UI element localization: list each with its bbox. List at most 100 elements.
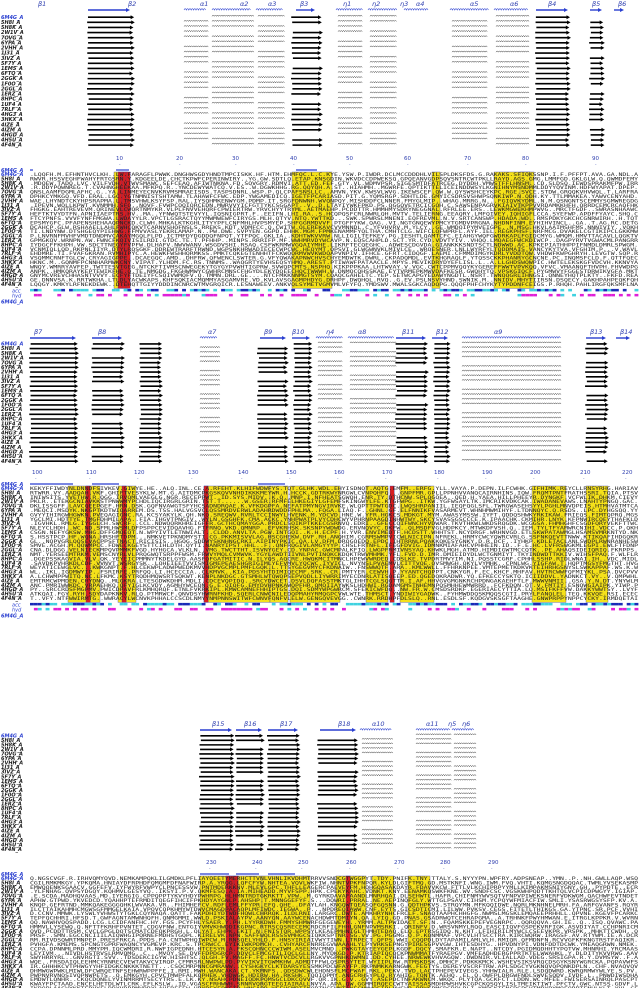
conserved-column xyxy=(121,485,127,603)
helix-coil xyxy=(369,132,397,135)
helix-coil xyxy=(415,756,452,759)
acc-cell xyxy=(310,602,315,606)
strand-arrow-head xyxy=(604,370,608,375)
helix-coil xyxy=(257,40,285,43)
structure-row-label: 2GGK_A xyxy=(1,398,23,404)
acc-cell xyxy=(470,288,475,292)
acc-cell xyxy=(310,288,315,292)
hyd-cell xyxy=(314,293,319,297)
tick-mark: . xyxy=(397,865,399,871)
helix-coil xyxy=(317,365,343,368)
strand-arrow-head xyxy=(446,402,450,407)
alignment-row-label: 7OVG_A xyxy=(1,894,23,900)
acc-cell xyxy=(37,602,42,606)
acc-cell xyxy=(271,602,276,606)
helix-coil xyxy=(211,14,255,17)
acc-cell xyxy=(162,602,167,606)
structure-row-label: 2VHH_A xyxy=(1,761,23,767)
acc-cell xyxy=(466,288,471,292)
strand-arrow-head xyxy=(446,421,451,426)
sequence-text: WNQY.WMRRYAVFEP.TWTTESVTGEG.NTCKFTIVMSCN… xyxy=(30,264,638,270)
helix-coil xyxy=(361,738,394,741)
acc-cell xyxy=(53,288,58,292)
position-tick: 60 xyxy=(404,156,411,162)
ss-strand-head xyxy=(311,8,315,12)
helix-coil xyxy=(361,833,394,836)
tick-mark: . xyxy=(583,475,585,481)
helix-coil xyxy=(453,819,477,822)
hyd-cell xyxy=(228,607,233,611)
helix-coil xyxy=(317,341,343,344)
alignment-row-label: 4HG3_A xyxy=(1,960,23,966)
strand-arrow-head xyxy=(230,770,234,775)
helix-coil xyxy=(461,346,562,349)
strand-arrow-head xyxy=(603,379,608,384)
sequence-text: DHMWGWPWKLMIWLDFCWRQETNFSEHWRWPPFFE.I.RM… xyxy=(30,968,638,974)
structure-row-label: 6M4G_A xyxy=(1,342,24,348)
strand-arrow-head xyxy=(230,810,234,815)
acc-cell xyxy=(494,602,498,606)
position-tick: 190 xyxy=(482,470,493,476)
acc-cell xyxy=(131,288,136,292)
strand-arrow-head xyxy=(130,102,134,107)
alignment-row-label: 4HGD_A xyxy=(1,273,23,279)
hyd-cell xyxy=(267,293,272,297)
strand-arrow-head xyxy=(74,346,79,351)
helix-coil xyxy=(451,101,488,104)
hyd-cell xyxy=(435,607,440,611)
hyd-cell xyxy=(72,607,77,611)
acc-cell xyxy=(111,602,116,606)
helix-coil xyxy=(349,355,397,358)
acc-cell xyxy=(41,602,46,606)
hyd-cell xyxy=(100,293,105,297)
acc-cell xyxy=(420,602,424,606)
position-tick: 250 xyxy=(298,860,309,866)
position-tick: 100 xyxy=(32,470,43,476)
alignment-row-label: 1F0O_A xyxy=(1,229,22,235)
strand-arrow-head xyxy=(353,761,358,766)
acc-cell xyxy=(334,602,339,606)
acc-cell xyxy=(540,602,545,606)
hyd-cell xyxy=(556,607,561,611)
strand-arrow-head xyxy=(601,56,605,61)
strand-arrow-head xyxy=(231,738,235,743)
helix-coil xyxy=(337,91,363,94)
helix-coil xyxy=(337,96,363,99)
sequence-text: DKLISSGFF.LAVCQEEPGEF.HRN.DSK.GQFNVAWGTS… xyxy=(30,504,638,510)
hyd-cell xyxy=(53,607,58,611)
acc-cell xyxy=(572,602,576,606)
structure-row-label: 6FTQ_A xyxy=(1,71,22,77)
tick-mark: . xyxy=(525,161,527,167)
acc-cell xyxy=(529,602,534,606)
acc-cell xyxy=(217,288,222,292)
acc-cell xyxy=(482,288,487,292)
ss-strand-head xyxy=(626,336,630,340)
acc-cell xyxy=(447,288,452,292)
helix-coil xyxy=(453,788,477,790)
sequence-text: .YLFNHAG.QVPSYDGQY.KQHMVLGESYVQ..IKSYI.P… xyxy=(30,889,638,895)
helix-coil xyxy=(199,379,221,382)
structure-row-label: 6M4G_A xyxy=(1,15,24,21)
hyd-cell xyxy=(76,293,81,297)
sequence-text: .MDQEW.TADQ.LVC.VILFVDH.VTWVSMAWC.SEFCEA… xyxy=(30,181,638,187)
acc-cell xyxy=(587,288,592,292)
helix-coil xyxy=(317,369,343,372)
strand-arrow-head xyxy=(353,792,358,797)
helix-coil xyxy=(199,351,221,353)
helix-coil xyxy=(451,45,488,48)
similar-column xyxy=(371,875,395,988)
alignment-ref-footer: 6M4G_A xyxy=(1,613,24,619)
hyd-cell xyxy=(174,607,179,611)
structure-row-label: 5F7Y_A xyxy=(1,384,21,390)
helix-coil xyxy=(199,407,221,410)
ss-label: α8 xyxy=(358,328,366,336)
strand-arrow-head xyxy=(423,346,428,351)
acc-cell xyxy=(84,288,89,292)
sequence-text: NMT.YERSEEMTRKM.VEMSCNYRLVLPRQGWQTSRPPFW… xyxy=(30,552,638,558)
strand-arrow-head xyxy=(285,393,289,398)
helix-coil xyxy=(361,788,394,790)
helix-coil xyxy=(317,346,343,349)
sequence-text: GE.DNNVSA.K.RRTWKHA.LTLDLYACWKAPS.KHFSQK… xyxy=(30,278,638,284)
acc-cell xyxy=(345,288,350,292)
strand-arrow-head xyxy=(119,388,124,393)
